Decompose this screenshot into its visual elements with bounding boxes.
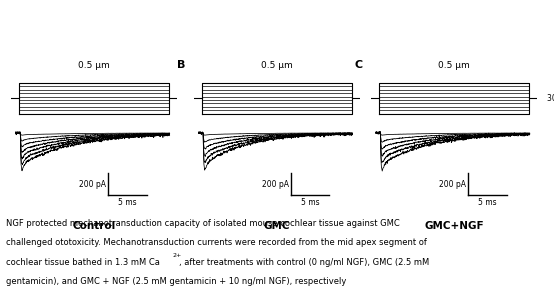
Text: gentamicin), and GMC + NGF (2.5 mM gentamicin + 10 ng/ml NGF), respectively: gentamicin), and GMC + NGF (2.5 mM genta… [6,277,346,286]
Text: 5 ms: 5 ms [478,199,497,208]
Text: , after treatments with control (0 ng/ml NGF), GMC (2.5 mM: , after treatments with control (0 ng/ml… [179,258,429,267]
Text: 0.5 μm: 0.5 μm [78,61,110,70]
Text: C: C [355,60,363,70]
Text: 300 mv: 300 mv [547,94,554,103]
Text: 200 pA: 200 pA [79,180,106,189]
Text: cochlear tissue bathed in 1.3 mM Ca: cochlear tissue bathed in 1.3 mM Ca [6,258,160,267]
Text: NGF protected mechanotransduction capacity of isolated mouse cochlear tissue aga: NGF protected mechanotransduction capaci… [6,219,399,228]
Text: GMC+NGF: GMC+NGF [424,221,484,231]
Text: 0.5 μm: 0.5 μm [261,61,293,70]
Text: 5 ms: 5 ms [301,199,320,208]
Text: 200 pA: 200 pA [261,180,289,189]
Text: 2+: 2+ [173,253,182,258]
Text: GMC: GMC [264,221,290,231]
Text: Control: Control [73,221,116,231]
Text: 0.5 μm: 0.5 μm [438,61,470,70]
Text: B: B [177,60,186,70]
Text: challenged ototoxicity. Mechanotransduction currents were recorded from the mid : challenged ototoxicity. Mechanotransduct… [6,238,427,247]
Text: 5 ms: 5 ms [118,199,137,208]
Text: 200 pA: 200 pA [439,180,466,189]
